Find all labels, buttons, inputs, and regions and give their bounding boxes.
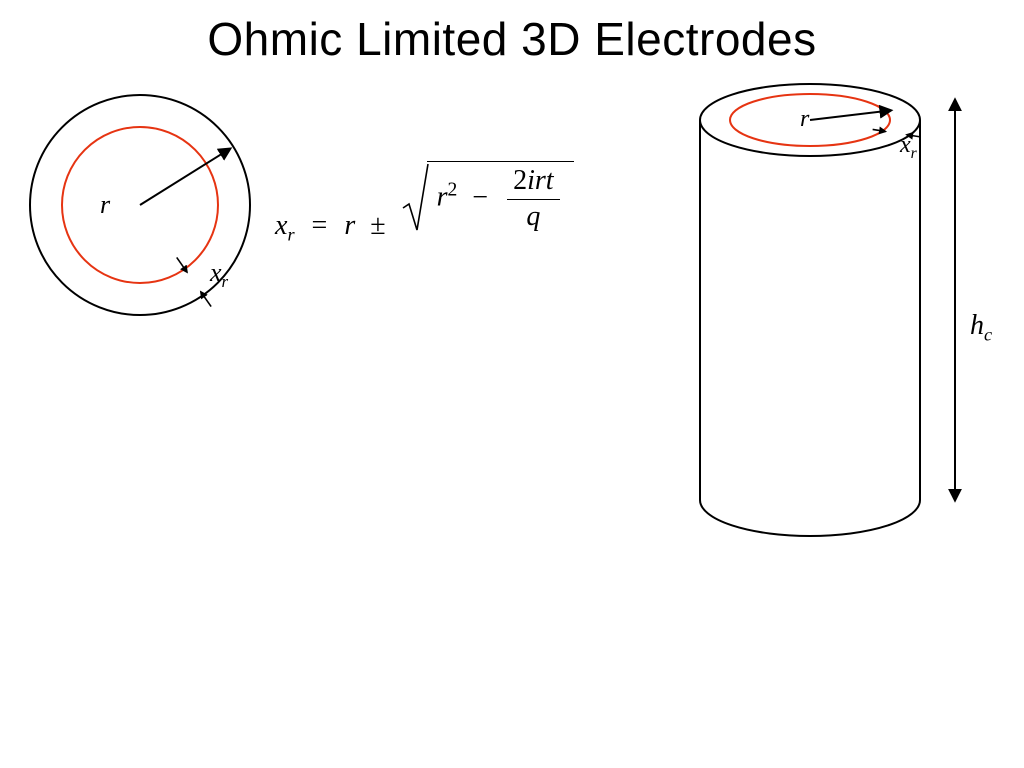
equation-xr: xr = r ± r2 − 2irt q — [275, 160, 574, 246]
diagram-svg — [0, 0, 1024, 768]
label-r-cylinder: r — [800, 106, 809, 133]
label-r-circle: r — [100, 190, 110, 220]
cylinder-3d — [700, 84, 920, 536]
label-xr-circle: xr — [210, 258, 228, 292]
label-hc: hc — [970, 310, 992, 346]
label-xr-cylinder: xr — [900, 132, 917, 163]
